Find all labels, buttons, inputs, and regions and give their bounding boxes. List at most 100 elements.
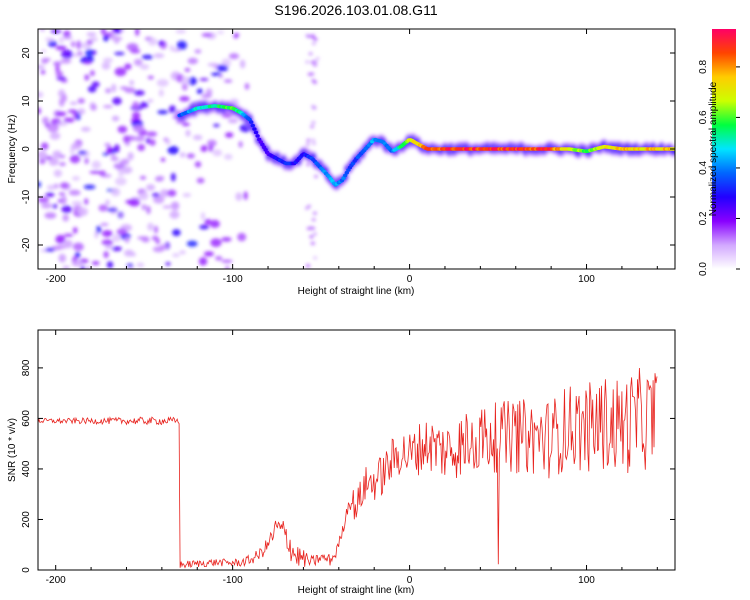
noise-blob: [40, 69, 46, 75]
x-tick-label: -200: [46, 274, 66, 285]
noise-blob: [146, 184, 156, 191]
noise-blob: [306, 138, 311, 142]
noise-blob: [179, 152, 186, 158]
noise-blob: [41, 202, 53, 209]
noise-blob: [146, 131, 158, 137]
noise-blob: [196, 177, 205, 184]
ridge-core: [344, 170, 349, 175]
x-tick-label: 0: [407, 575, 413, 586]
noise-blob: [59, 162, 66, 167]
noise-blob: [56, 122, 68, 126]
noise-blob: [84, 198, 89, 205]
noise-blob: [56, 76, 66, 81]
noise-blob: [112, 97, 122, 105]
noise-blob: [136, 262, 145, 268]
noise-blob: [69, 101, 78, 105]
noise-blob: [179, 250, 186, 255]
y-tick-label: -20: [21, 237, 32, 252]
y-tick-label: 400: [21, 460, 32, 477]
ridge-core: [341, 176, 346, 180]
noise-blob: [80, 265, 85, 269]
x-tick-label: -200: [46, 575, 66, 586]
noise-blob: [198, 257, 208, 266]
noise-blob: [141, 54, 154, 60]
noise-blob: [172, 253, 180, 258]
noise-blob: [145, 137, 151, 144]
noise-blob: [176, 40, 187, 50]
noise-blob: [311, 121, 316, 125]
noise-blob: [134, 135, 145, 142]
noise-blob: [311, 138, 316, 142]
noise-blob: [63, 117, 75, 123]
noise-blob: [146, 205, 151, 215]
noise-blob: [139, 175, 147, 180]
noise-blob: [44, 212, 57, 219]
noise-blob: [132, 101, 140, 110]
noise-blob: [85, 266, 92, 269]
noise-blob: [160, 157, 166, 162]
noise-blob: [60, 58, 72, 64]
noise-blob: [75, 251, 81, 259]
colorbar-gradient: [712, 29, 736, 269]
noise-blob: [91, 261, 100, 266]
colorbar: 0.0 0.2 0.4 0.6 0.8 Normalized spectral ampl…: [698, 29, 740, 276]
noise-blob: [96, 225, 102, 234]
snr-x-axis: -200 -100 0 100: [46, 330, 658, 586]
noise-blob: [308, 52, 313, 56]
noise-blob: [103, 35, 109, 42]
y-tick-label: 10: [21, 95, 32, 107]
noise-blob: [71, 201, 83, 206]
noise-blob: [123, 135, 130, 143]
noise-blob: [42, 116, 50, 125]
noise-blob: [157, 110, 169, 115]
spectrogram-y-axis: -20 -10 0 10 20: [21, 47, 675, 252]
noise-blob: [71, 142, 82, 150]
spectrogram-blobs: [38, 29, 675, 269]
noise-blob: [313, 60, 318, 64]
y-tick-label: 0: [21, 567, 32, 573]
noise-blob: [225, 265, 230, 269]
ridge-core: [255, 134, 260, 138]
noise-blob: [104, 143, 111, 147]
noise-blob: [70, 53, 81, 57]
noise-blob: [55, 64, 60, 73]
noise-blob: [208, 144, 214, 152]
noise-blob: [111, 83, 117, 93]
noise-blob: [221, 237, 232, 242]
noise-blob: [147, 99, 154, 103]
noise-blob: [63, 239, 73, 249]
colorbar-ticks: 0.0 0.2 0.4 0.6 0.8: [698, 60, 740, 276]
noise-blob: [89, 170, 102, 174]
chart-title: S196.2026.103.01.08.G11: [274, 2, 437, 18]
ridge-core: [252, 127, 257, 131]
noise-blob: [186, 153, 195, 159]
noise-blob: [181, 76, 190, 85]
ridge-core: [253, 130, 259, 135]
noise-blob: [77, 150, 87, 155]
noise-blob: [210, 238, 222, 248]
noise-blob: [53, 169, 63, 178]
noise-blob: [61, 195, 67, 205]
noise-blob: [187, 77, 197, 86]
noise-blob: [224, 153, 233, 160]
noise-blob: [209, 219, 220, 228]
noise-blob: [138, 191, 149, 201]
noise-blob: [67, 109, 78, 114]
snr-frame: [37, 329, 676, 571]
noise-blob: [306, 264, 310, 268]
noise-blob: [135, 29, 140, 36]
noise-blob: [311, 42, 316, 45]
noise-blob: [98, 170, 106, 176]
noise-blob: [152, 246, 165, 253]
noise-blob: [182, 122, 190, 127]
noise-blob: [153, 225, 159, 234]
noise-blob: [170, 172, 176, 182]
noise-blob: [311, 218, 316, 222]
noise-blob: [185, 129, 191, 137]
noise-blob: [55, 70, 64, 78]
x-tick-label: 100: [578, 575, 595, 586]
noise-blob: [147, 222, 154, 231]
ridge-core: [250, 123, 255, 128]
